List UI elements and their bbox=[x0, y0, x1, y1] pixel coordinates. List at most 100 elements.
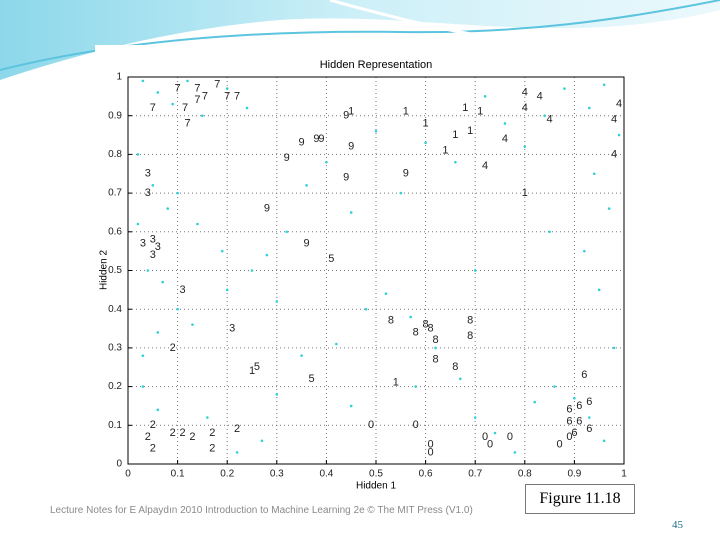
data-point bbox=[176, 191, 179, 195]
x-tick-label: 0.2 bbox=[220, 469, 234, 480]
data-point bbox=[399, 191, 403, 195]
digit-label: 8 bbox=[432, 334, 438, 346]
digit-label: 0 bbox=[413, 419, 419, 431]
y-axis-label: Hidden 2 bbox=[99, 250, 110, 290]
data-point bbox=[523, 145, 527, 148]
digit-label: 2 bbox=[209, 442, 215, 454]
digit-label: 7 bbox=[194, 94, 200, 106]
digit-label: 6 bbox=[576, 400, 582, 412]
data-point bbox=[220, 249, 224, 253]
digit-label: 8 bbox=[413, 326, 419, 338]
data-point bbox=[384, 292, 388, 296]
data-point bbox=[592, 172, 596, 176]
x-tick-label: 0.7 bbox=[468, 469, 482, 480]
data-point bbox=[587, 416, 591, 419]
footer-note: Lecture Notes for E Alpaydın 2010 Introd… bbox=[50, 505, 473, 516]
digit-label: 3 bbox=[140, 237, 146, 249]
x-tick-label: 0.9 bbox=[567, 469, 581, 480]
plot-background bbox=[95, 45, 628, 495]
digit-label: 7 bbox=[214, 79, 220, 91]
data-point bbox=[285, 230, 289, 234]
digit-label: 6 bbox=[566, 404, 572, 416]
data-point bbox=[473, 269, 477, 272]
digit-label: 9 bbox=[303, 237, 309, 249]
x-tick-label: 1 bbox=[621, 469, 627, 480]
digit-label: 1 bbox=[462, 102, 468, 114]
y-tick-label: 0.2 bbox=[108, 381, 122, 392]
digit-label: 7 bbox=[234, 90, 240, 102]
data-point bbox=[583, 249, 586, 253]
digit-label: 6 bbox=[581, 369, 587, 381]
digit-label: 1 bbox=[393, 377, 399, 389]
data-point bbox=[617, 133, 621, 137]
digit-label: 7 bbox=[202, 90, 208, 102]
digit-label: 4 bbox=[522, 86, 528, 98]
digit-label: 4 bbox=[482, 160, 488, 172]
digit-label: 2 bbox=[179, 427, 185, 439]
data-point bbox=[156, 331, 160, 334]
data-point bbox=[587, 106, 591, 110]
data-point bbox=[146, 269, 150, 272]
digit-label: 9 bbox=[318, 133, 324, 145]
y-tick-label: 0.6 bbox=[108, 226, 122, 237]
data-point bbox=[136, 153, 140, 156]
y-tick-label: 0.7 bbox=[108, 188, 122, 199]
data-point bbox=[225, 288, 229, 292]
digit-label: 1 bbox=[442, 144, 448, 156]
x-tick-label: 0.1 bbox=[171, 469, 185, 480]
figure-caption: Figure 11.18 bbox=[525, 484, 635, 514]
y-tick-label: 1 bbox=[116, 72, 122, 83]
digit-label: 3 bbox=[155, 241, 161, 253]
digit-label: 8 bbox=[388, 315, 394, 327]
digit-label: 9 bbox=[299, 137, 305, 149]
y-tick-label: 0.1 bbox=[108, 420, 122, 431]
data-point bbox=[141, 354, 145, 357]
page-number: 45 bbox=[672, 519, 683, 531]
data-point bbox=[235, 451, 239, 454]
data-point bbox=[493, 431, 497, 435]
digit-label: 8 bbox=[452, 361, 458, 373]
digit-label: 4 bbox=[537, 90, 543, 102]
data-point bbox=[300, 354, 303, 357]
digit-label: 7 bbox=[150, 102, 156, 114]
data-point bbox=[136, 222, 140, 226]
data-point bbox=[245, 106, 249, 110]
data-point bbox=[602, 439, 606, 443]
data-point bbox=[483, 95, 487, 98]
digit-label: 1 bbox=[249, 365, 255, 377]
digit-label: 2 bbox=[150, 442, 156, 454]
x-tick-label: 0.3 bbox=[270, 469, 284, 480]
digit-label: 0 bbox=[368, 419, 374, 431]
data-point bbox=[349, 404, 353, 408]
data-point bbox=[206, 416, 209, 419]
data-point bbox=[459, 377, 462, 381]
data-point bbox=[424, 141, 427, 145]
digit-label: 7 bbox=[194, 83, 200, 95]
digit-label: 8 bbox=[427, 322, 433, 334]
digit-label: 2 bbox=[170, 427, 176, 439]
digit-label: 5 bbox=[254, 361, 260, 373]
digit-label: 2 bbox=[150, 419, 156, 431]
digit-label: 9 bbox=[403, 168, 409, 180]
digit-label: 3 bbox=[150, 233, 156, 245]
data-point bbox=[191, 323, 194, 326]
data-point bbox=[265, 253, 269, 257]
digit-label: 4 bbox=[502, 133, 508, 145]
digit-label: 1 bbox=[348, 106, 354, 118]
data-point bbox=[151, 184, 155, 187]
data-point bbox=[434, 346, 437, 350]
digit-label: 1 bbox=[403, 106, 409, 118]
data-point bbox=[473, 416, 477, 419]
data-point bbox=[156, 91, 160, 94]
y-tick-label: 0.9 bbox=[108, 110, 122, 121]
digit-label: 2 bbox=[234, 423, 240, 435]
data-point bbox=[225, 87, 229, 90]
data-point bbox=[176, 307, 179, 311]
digit-label: 4 bbox=[611, 148, 617, 160]
digit-label: 9 bbox=[284, 152, 290, 164]
digit-label: 0 bbox=[566, 431, 572, 443]
y-tick-label: 0 bbox=[116, 459, 122, 470]
digit-label: 9 bbox=[348, 141, 354, 153]
data-point bbox=[414, 385, 417, 388]
